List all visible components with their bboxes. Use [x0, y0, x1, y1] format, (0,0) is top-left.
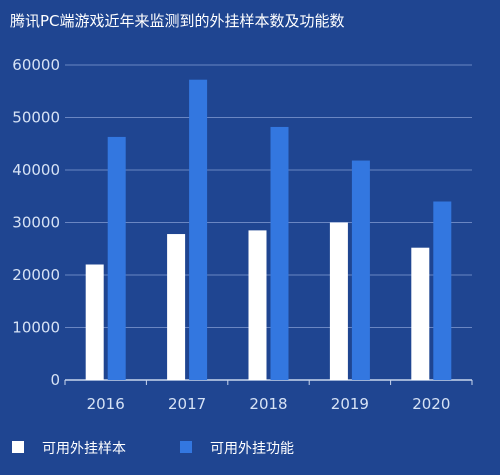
- features-bar-2018: [270, 126, 289, 380]
- legend: 可用外挂样本 可用外挂功能: [12, 441, 294, 457]
- x-tick-label: 2017: [168, 395, 206, 413]
- samples-bar-2019: [329, 222, 348, 380]
- samples-bar-2016: [85, 264, 104, 380]
- legend-label: 可用外挂样本: [42, 441, 126, 457]
- x-tick-label: 2020: [412, 395, 450, 413]
- features-bar-2020: [433, 201, 452, 380]
- x-tick-label: 2018: [249, 395, 287, 413]
- y-tick-label: 50000: [12, 109, 60, 127]
- y-tick-label: 0: [50, 371, 60, 389]
- bars: [85, 79, 452, 380]
- y-tick-label: 20000: [12, 266, 60, 284]
- x-tick-label: 2019: [331, 395, 369, 413]
- grid-lines: [65, 64, 472, 381]
- samples-bar-2020: [411, 247, 430, 380]
- samples-bar-2017: [167, 234, 186, 380]
- samples-bar-2018: [248, 230, 267, 380]
- legend-swatch: [180, 441, 192, 453]
- x-axis-ticks: 2016 2017 2018 2019 2020: [64, 380, 473, 413]
- y-tick-label: 10000: [12, 319, 60, 337]
- features-bar-2019: [351, 160, 370, 380]
- legend-swatch: [12, 441, 24, 453]
- features-bar-2017: [189, 79, 208, 380]
- x-tick-label: 2016: [87, 395, 125, 413]
- y-tick-label: 40000: [12, 161, 60, 179]
- chart-title: 腾讯PC端游戏近年来监测到的外挂样本数及功能数: [10, 12, 345, 30]
- y-tick-label: 60000: [12, 56, 60, 74]
- legend-label: 可用外挂功能: [210, 441, 294, 457]
- y-axis-ticks: 0 10000 20000 30000 40000 50000 60000: [12, 56, 60, 389]
- features-bar-2016: [107, 136, 126, 380]
- y-tick-label: 30000: [12, 214, 60, 232]
